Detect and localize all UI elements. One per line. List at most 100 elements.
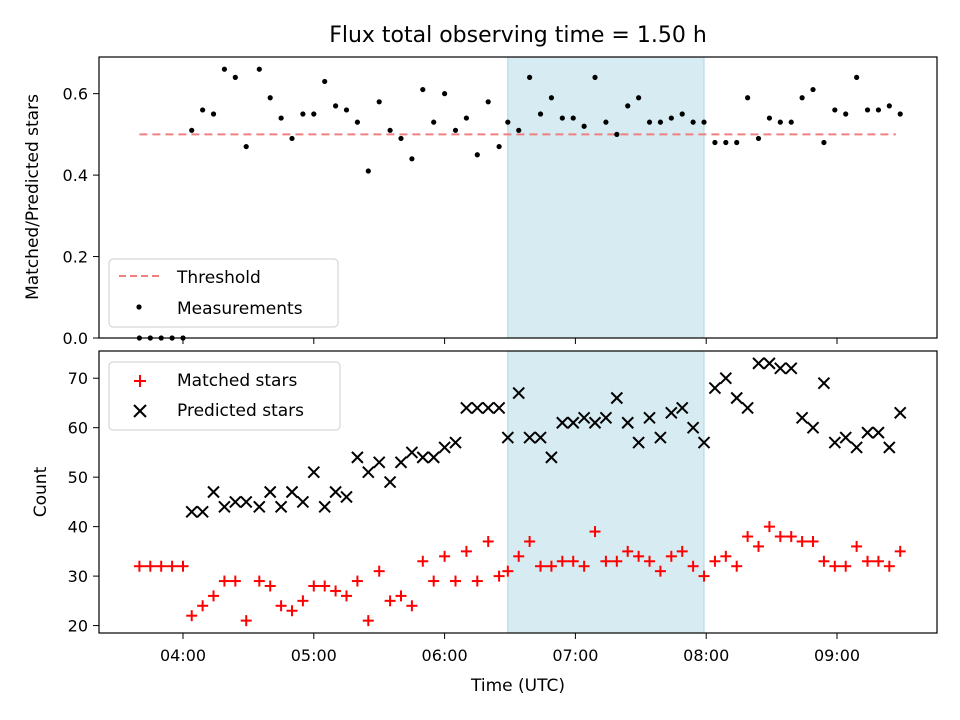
matched-star-point	[720, 550, 732, 562]
measurement-point	[496, 143, 502, 150]
bottom-panel: 20 30 40 50 60 70 04:00 05:00 06:00 07:00 08:00 09…	[31, 350, 938, 696]
measurement-point	[723, 139, 729, 146]
measurement-point	[625, 103, 631, 109]
matched-star-point	[197, 600, 209, 612]
matched-star-point	[524, 535, 536, 547]
predicted-star-point	[351, 451, 364, 464]
predicted-star-point	[599, 411, 613, 424]
predicted-star-point	[229, 495, 242, 509]
matched-star-point	[351, 575, 363, 587]
matched-star-point	[883, 560, 895, 572]
top-panel: 0.0 0.2 0.4 0.6 Matched/Predicted stars Thr…	[23, 56, 938, 348]
matched-star-point	[862, 555, 874, 567]
matched-star-point	[622, 545, 634, 557]
predicted-star-point	[894, 406, 907, 420]
predicted-star-point	[621, 416, 634, 429]
matched-star-point	[807, 535, 819, 547]
x-tick-label: 06:00	[422, 646, 468, 665]
matched-stars-legend-swatch	[134, 375, 146, 387]
matched-star-point	[229, 575, 241, 587]
matched-star-point	[785, 531, 797, 543]
predicted-star-point	[185, 505, 198, 518]
threshold-legend-label: Threshold	[176, 268, 261, 288]
matched-star-point	[644, 555, 656, 567]
measurement-point	[843, 111, 849, 117]
measurement-point	[614, 131, 620, 137]
predicted-star-point	[697, 436, 711, 449]
bottom-legend: Matched stars Predicted stars	[108, 361, 341, 431]
matched-star-point	[633, 550, 645, 562]
y-tick-label: 50	[68, 468, 88, 487]
matched-star-point	[133, 560, 145, 572]
predicted-star-point	[427, 451, 440, 464]
measurement-point	[256, 66, 262, 72]
predicted-star-point	[296, 495, 310, 509]
predicted-star-point	[240, 495, 253, 509]
measurement-point	[409, 156, 415, 162]
predicted-star-point	[588, 416, 602, 429]
predicted-star-point	[763, 357, 776, 370]
measurement-point	[832, 107, 838, 113]
measurement-point	[657, 119, 664, 125]
measurement-point	[420, 86, 426, 93]
measurement-point	[365, 168, 371, 174]
predicted-star-point	[449, 436, 462, 449]
predicted-star-point	[665, 406, 678, 420]
predicted-star-point	[556, 416, 569, 429]
top-y-axis-label: Matched/Predicted stars	[23, 94, 43, 300]
predicted-star-point	[307, 466, 321, 479]
predicted-star-point	[686, 421, 700, 434]
measurement-point	[333, 103, 339, 109]
measurements-series	[136, 66, 903, 341]
measurement-point	[570, 115, 576, 121]
matched-star-point	[796, 535, 808, 547]
matched-star-point	[218, 575, 230, 587]
matched-star-point	[471, 575, 483, 587]
predicted-star-point	[512, 386, 525, 400]
measurement-point	[821, 139, 827, 146]
measurement-point	[463, 115, 469, 121]
matched-star-point	[578, 560, 590, 572]
matched-star-point	[362, 615, 374, 627]
measurement-point	[646, 119, 653, 125]
matched-star-point	[373, 565, 385, 577]
measurement-point	[886, 103, 892, 109]
measurement-point	[734, 139, 740, 146]
predicted-star-point	[872, 426, 885, 439]
matched-star-point	[341, 590, 352, 602]
measurement-point	[788, 119, 794, 125]
measurement-point	[537, 111, 544, 117]
measurement-point	[592, 74, 598, 80]
predicted-star-point	[839, 431, 852, 444]
measurements-legend-label: Measurements	[177, 299, 303, 319]
matched-star-point	[567, 555, 579, 567]
predicted-star-point	[523, 431, 536, 444]
predicted-star-point	[492, 401, 506, 415]
predicted-star-point	[471, 401, 484, 415]
measurement-point	[221, 66, 228, 72]
matched-star-point	[894, 545, 906, 557]
bottom-y-ticks: 20 30 40 50 60 70	[68, 369, 99, 636]
measurement-point	[232, 74, 238, 80]
y-tick-label: 70	[68, 369, 88, 388]
predicted-star-point	[883, 441, 896, 454]
matched-star-point	[450, 575, 461, 587]
measurement-point	[897, 111, 903, 117]
top-y-ticks: 0.0 0.2 0.4 0.6	[63, 85, 99, 348]
matched-star-point	[208, 590, 220, 602]
matched-star-point	[611, 555, 623, 567]
measurement-point	[701, 119, 707, 125]
predicted-star-point	[861, 426, 874, 439]
predicted-star-point	[394, 456, 408, 469]
predicted-star-point	[534, 431, 547, 444]
predicted-star-point	[196, 505, 209, 518]
predicted-stars-legend-swatch	[133, 404, 147, 418]
predicted-star-point	[274, 500, 288, 514]
top-legend-box	[108, 258, 339, 328]
bottom-y-axis-label: Count	[31, 466, 51, 517]
predicted-star-point	[438, 441, 451, 454]
matched-star-point	[319, 580, 331, 592]
predicted-star-point	[785, 362, 798, 375]
measurement-point	[210, 111, 217, 117]
